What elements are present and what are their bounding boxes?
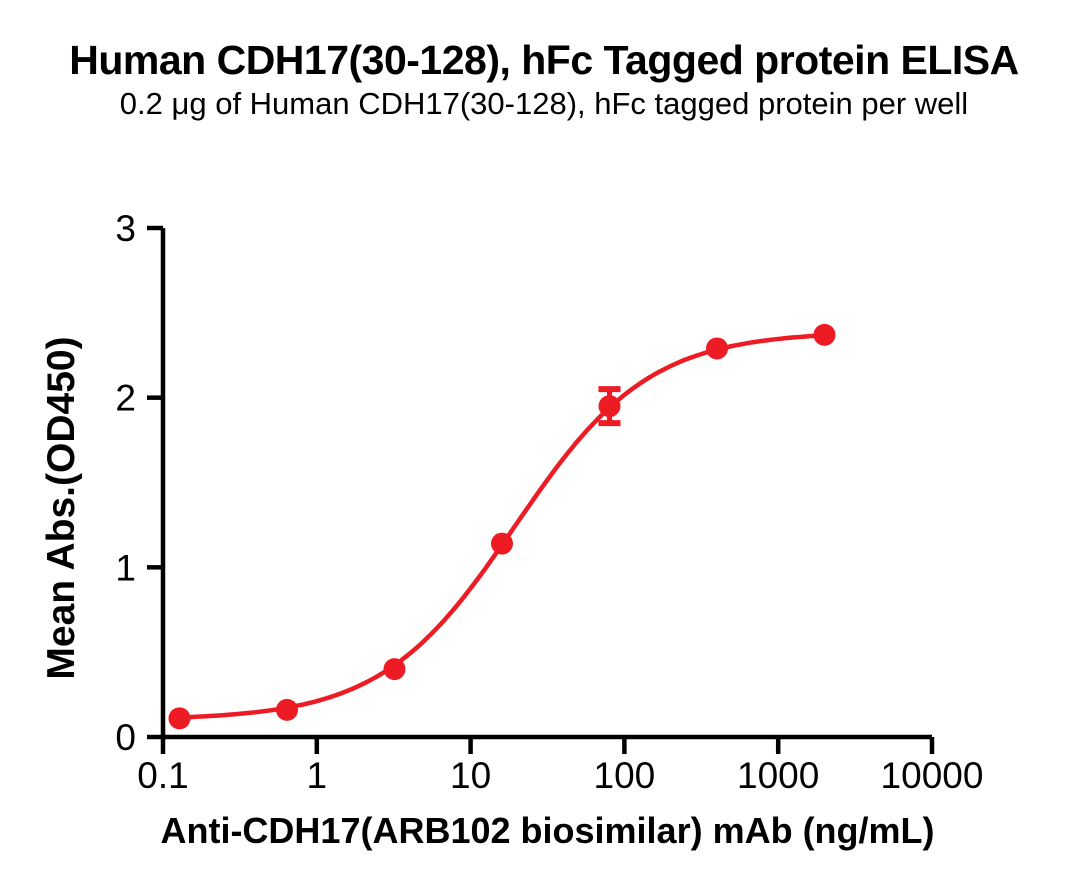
y-tick-label: 3 bbox=[115, 208, 136, 249]
data-point bbox=[813, 323, 836, 346]
x-tick-label: 1000 bbox=[737, 755, 819, 796]
data-point bbox=[383, 658, 406, 681]
x-tick-label: 1 bbox=[307, 755, 328, 796]
y-tick-label: 1 bbox=[115, 547, 136, 588]
x-tick-label: 100 bbox=[594, 755, 656, 796]
fit-curve bbox=[177, 332, 827, 720]
x-tick-label: 10000 bbox=[881, 755, 984, 796]
data-point bbox=[275, 698, 298, 721]
y-tick-label: 2 bbox=[115, 378, 136, 419]
data-point bbox=[490, 532, 513, 555]
data-point bbox=[705, 337, 728, 360]
x-axis-label: Anti-CDH17(ARB102 biosimilar) mAb (ng/mL… bbox=[160, 810, 935, 851]
chart-subtitle: 0.2 μg of Human CDH17(30-128), hFc tagge… bbox=[119, 86, 969, 121]
data-point bbox=[168, 707, 191, 730]
y-tick-label: 0 bbox=[115, 717, 136, 758]
y-axis-label: Mean Abs.(OD450) bbox=[40, 336, 83, 680]
chart-title: Human CDH17(30-128), hFc Tagged protein … bbox=[69, 37, 1019, 83]
data-point bbox=[598, 395, 621, 418]
x-tick-label: 10 bbox=[450, 755, 491, 796]
x-tick-label: 0.1 bbox=[137, 755, 188, 796]
